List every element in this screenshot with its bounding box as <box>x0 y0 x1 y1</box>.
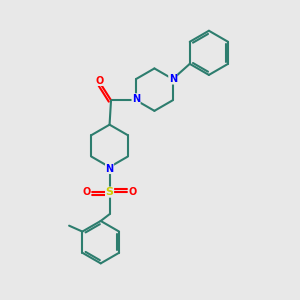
Text: N: N <box>132 94 140 104</box>
Text: N: N <box>106 164 114 173</box>
Text: O: O <box>128 187 136 197</box>
Text: O: O <box>82 187 91 197</box>
Text: S: S <box>106 187 114 197</box>
Text: O: O <box>95 76 103 85</box>
Text: N: N <box>169 74 177 84</box>
